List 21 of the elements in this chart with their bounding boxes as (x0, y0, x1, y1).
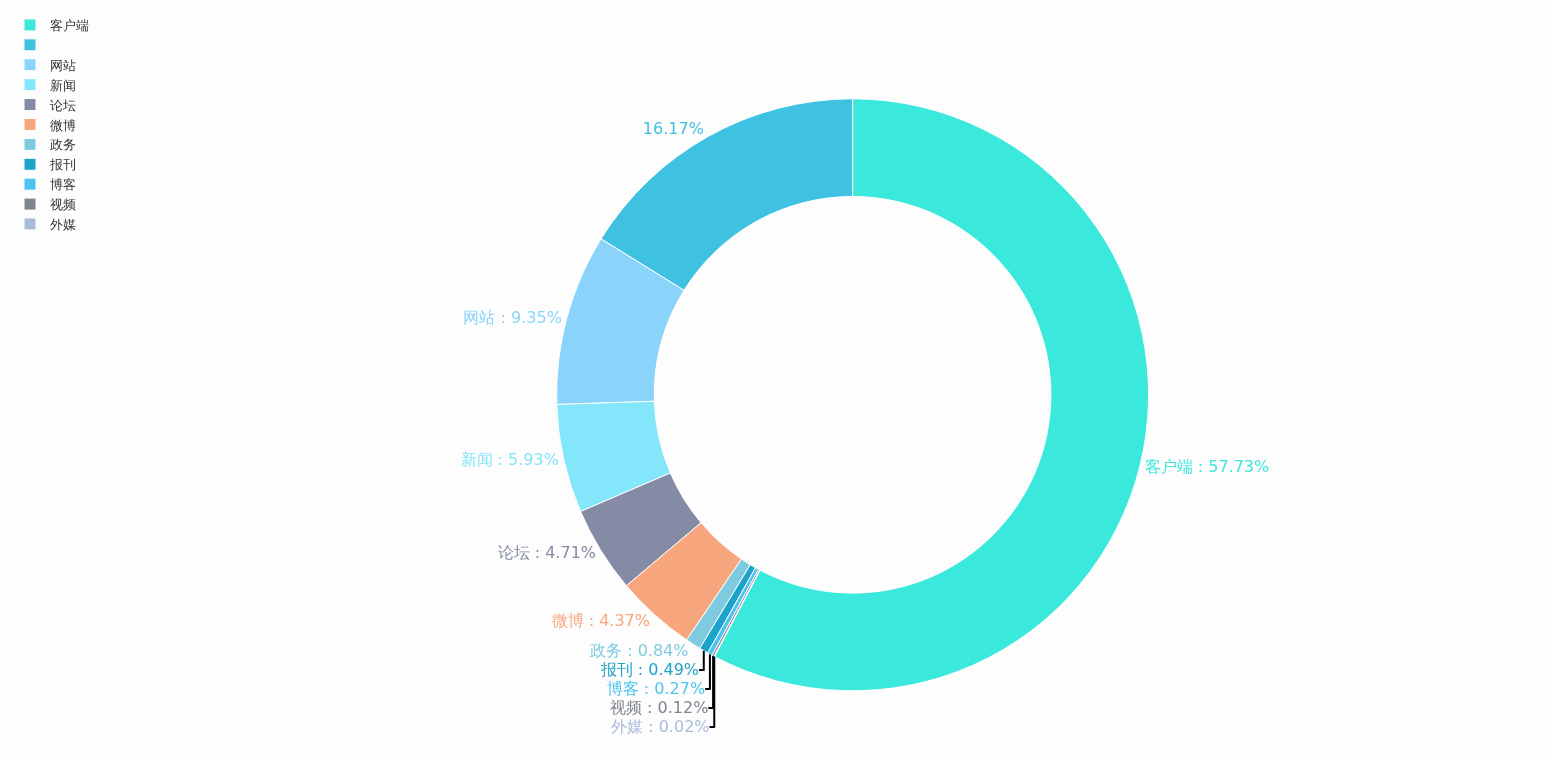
data-label: 新闻 : 5.93% (460, 450, 559, 470)
legend-label: 报刊 (49, 157, 76, 173)
legend-label: 新闻 (50, 77, 76, 93)
data-label: 视频 : 0.12% (609, 698, 709, 718)
legend-label: 视频 (50, 197, 76, 213)
data-label: 博客 : 0.27% (606, 679, 706, 699)
data-label: 客户端 : 57.73% (1144, 457, 1270, 477)
legend-label: 网站 (50, 57, 76, 73)
data-label: 报刊 : 0.49% (599, 660, 700, 680)
legend-label: 博客 (50, 177, 76, 193)
legend-label: 微博 (50, 117, 76, 133)
legend-label: 外媒 (50, 217, 76, 233)
data-label: 微博 : 4.37% (551, 610, 650, 630)
data-label: 16.17% (642, 119, 704, 139)
data-label: 外媒 : 0.02% (611, 717, 710, 737)
legend-label: 客户端 (50, 18, 89, 34)
data-label: 网站 : 9.35% (463, 308, 562, 328)
data-label: 论坛 : 4.71% (497, 543, 596, 563)
data-label: 政务 : 0.84% (590, 641, 689, 661)
legend-label: 政务 (50, 137, 76, 153)
legend-label: 论坛 (50, 97, 76, 113)
